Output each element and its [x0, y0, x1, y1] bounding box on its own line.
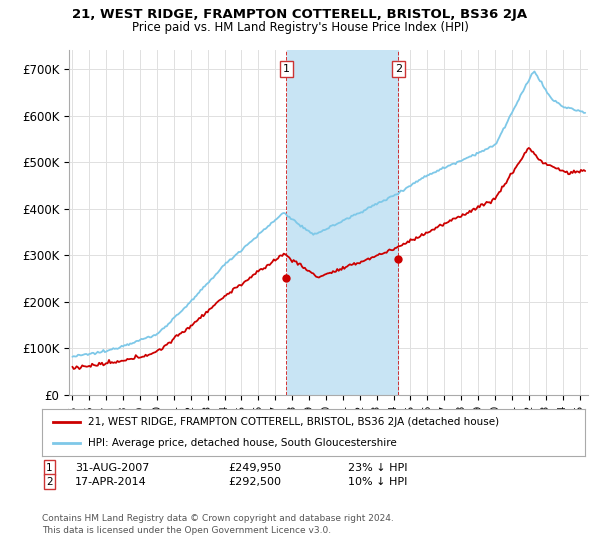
Text: 21, WEST RIDGE, FRAMPTON COTTERELL, BRISTOL, BS36 2JA: 21, WEST RIDGE, FRAMPTON COTTERELL, BRIS…	[73, 8, 527, 21]
Text: 2: 2	[395, 64, 402, 74]
Text: 21, WEST RIDGE, FRAMPTON COTTERELL, BRISTOL, BS36 2JA (detached house): 21, WEST RIDGE, FRAMPTON COTTERELL, BRIS…	[88, 417, 499, 427]
Text: 2: 2	[46, 477, 53, 487]
Text: 10% ↓ HPI: 10% ↓ HPI	[348, 477, 407, 487]
Text: Price paid vs. HM Land Registry's House Price Index (HPI): Price paid vs. HM Land Registry's House …	[131, 21, 469, 34]
Text: £249,950: £249,950	[228, 463, 281, 473]
Text: 31-AUG-2007: 31-AUG-2007	[75, 463, 149, 473]
Text: 1: 1	[283, 64, 290, 74]
Text: Contains HM Land Registry data © Crown copyright and database right 2024.
This d: Contains HM Land Registry data © Crown c…	[42, 514, 394, 535]
Text: £292,500: £292,500	[228, 477, 281, 487]
Text: 17-APR-2014: 17-APR-2014	[75, 477, 147, 487]
Text: HPI: Average price, detached house, South Gloucestershire: HPI: Average price, detached house, Sout…	[88, 438, 397, 448]
Text: 23% ↓ HPI: 23% ↓ HPI	[348, 463, 407, 473]
Text: 1: 1	[46, 463, 53, 473]
